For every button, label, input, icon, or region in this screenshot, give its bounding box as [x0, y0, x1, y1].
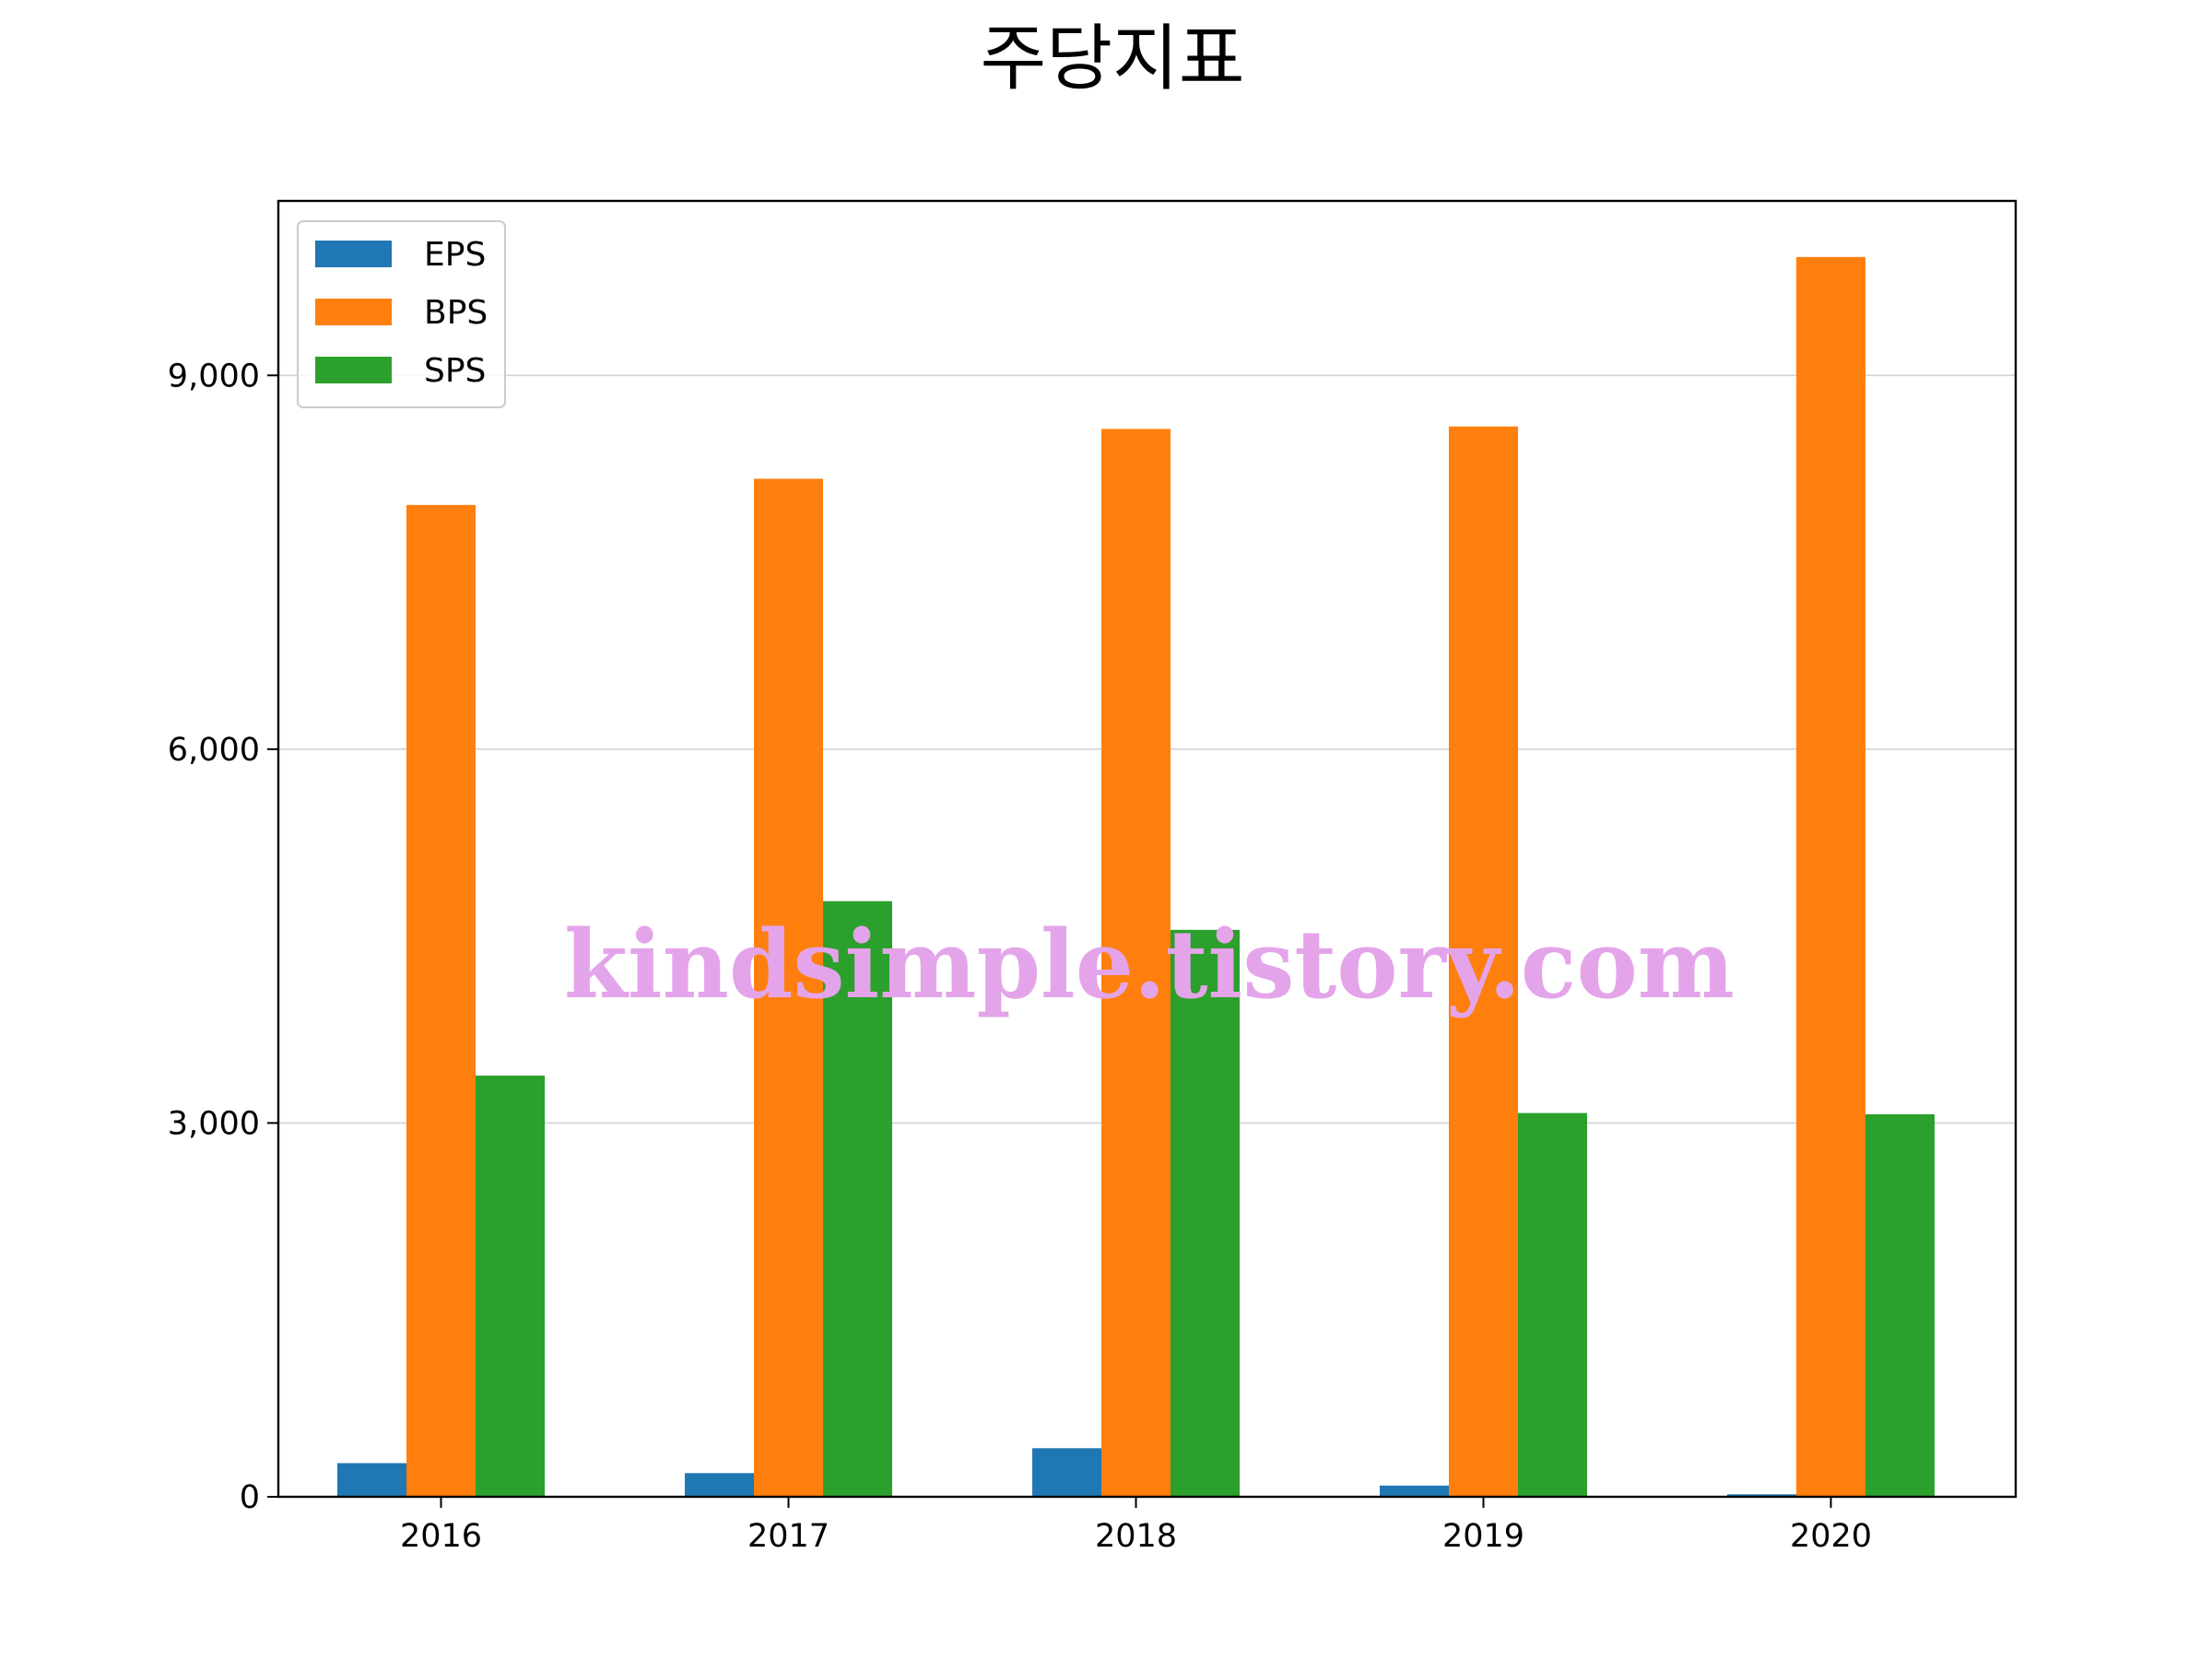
x-tick-label: 2020: [1790, 1518, 1872, 1555]
y-tick-label: 0: [240, 1479, 260, 1516]
y-axis: 0 3,000 6,000 9,000: [168, 358, 278, 1516]
y-tick-label: 3,000: [168, 1105, 260, 1142]
bar-eps-2019: [1380, 1485, 1449, 1497]
x-tick-label: 2017: [747, 1518, 830, 1555]
bar-bps-2019: [1449, 426, 1518, 1497]
legend-label-bps: BPS: [424, 294, 488, 332]
bar-eps-2018: [1032, 1448, 1101, 1497]
plot-frame: [276, 199, 2018, 1499]
bar-eps-2016: [337, 1463, 406, 1497]
chart-title: 주당지표: [980, 18, 1244, 100]
x-tick-label: 2016: [400, 1518, 482, 1555]
bar-sps-2017: [823, 900, 892, 1497]
bar-bps-2018: [1101, 429, 1171, 1498]
x-axis: 2016 2017 2018 2019 2020: [400, 1497, 1872, 1555]
x-tick-label: 2018: [1095, 1518, 1177, 1555]
legend-label-sps: SPS: [424, 352, 486, 390]
y-tick-label: 9,000: [168, 358, 260, 394]
legend-label-eps: EPS: [424, 236, 486, 274]
bar-sps-2020: [1865, 1113, 1935, 1497]
bar-eps-2017: [685, 1473, 754, 1497]
watermark-text: kindsimple.tistory.com: [564, 910, 1735, 1020]
bar-sps-2019: [1518, 1112, 1587, 1497]
bar-eps-2020: [1727, 1494, 1796, 1497]
bar-bps-2020: [1796, 256, 1865, 1497]
bar-bps-2016: [406, 504, 476, 1498]
bars-layer: [337, 256, 1935, 1498]
bar-sps-2016: [476, 1076, 545, 1497]
bar-sps-2018: [1171, 929, 1240, 1497]
legend-swatch-bps: [315, 299, 392, 325]
legend-swatch-sps: [315, 357, 392, 383]
legend: EPS BPS SPS: [297, 220, 506, 408]
bar-bps-2017: [754, 478, 823, 1498]
legend-swatch-eps: [315, 241, 392, 267]
y-tick-label: 6,000: [168, 732, 260, 769]
x-tick-label: 2019: [1442, 1518, 1524, 1555]
